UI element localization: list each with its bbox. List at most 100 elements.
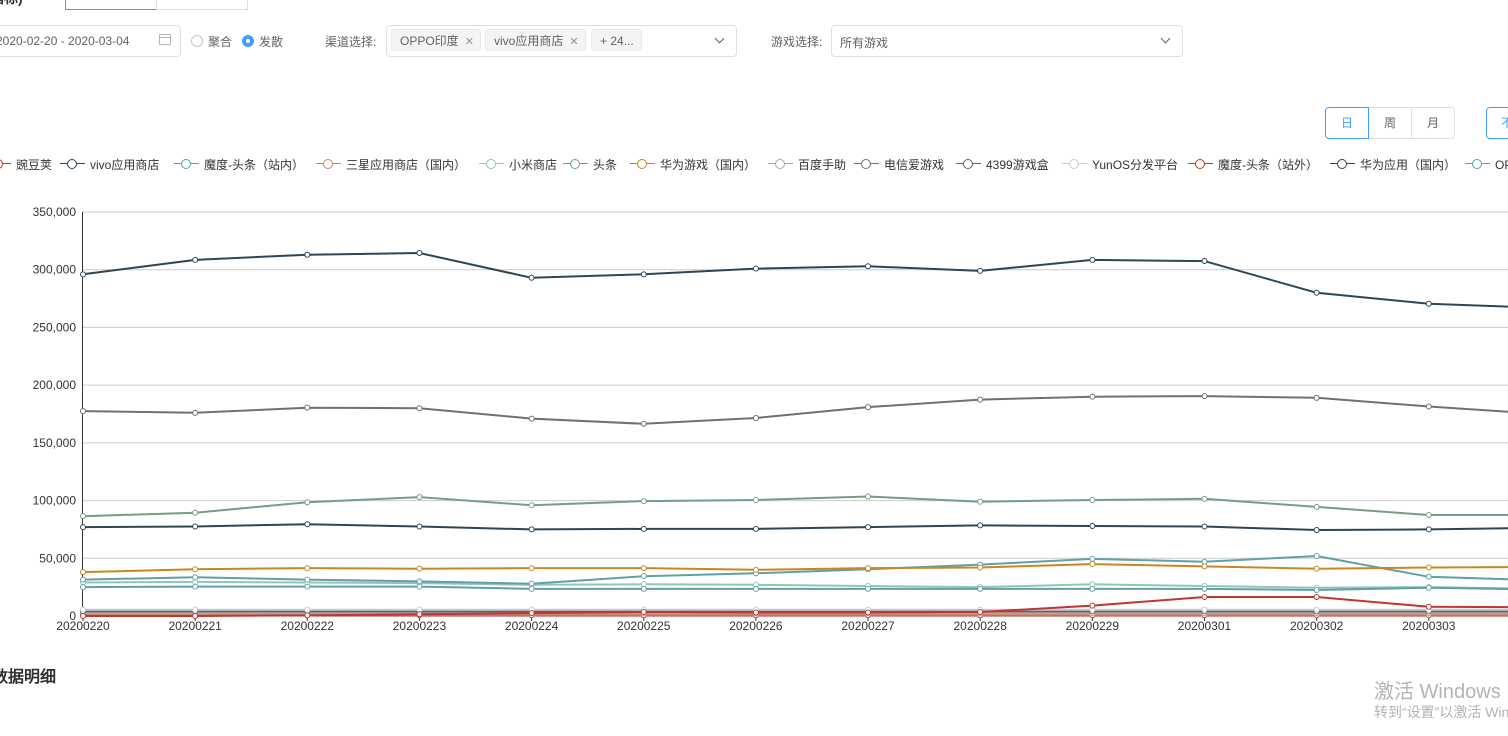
game-select[interactable]: [831, 25, 1183, 57]
granularity-week-button[interactable]: 周: [1368, 107, 1412, 139]
radio-aggregate[interactable]: [191, 35, 203, 47]
data-point: [640, 608, 647, 615]
legend-item[interactable]: 魔度-头条（站内）: [174, 156, 304, 172]
radio-diverge[interactable]: [242, 35, 254, 47]
page-label: 指标): [0, 0, 23, 8]
data-point: [304, 612, 311, 619]
legend-item[interactable]: 华为游戏（国内）: [630, 156, 756, 172]
legend-item[interactable]: 小米商店: [479, 156, 557, 172]
legend-label: 头条: [593, 157, 618, 172]
legend-item[interactable]: 4399游戏盒: [956, 156, 1049, 172]
close-icon[interactable]: ✕: [569, 36, 579, 48]
data-point: [977, 564, 984, 571]
channel-tag-vivo[interactable]: vivo应用商店 ✕: [485, 29, 586, 51]
data-point: [977, 267, 984, 274]
data-point: [192, 613, 199, 619]
series-line: [82, 563, 1508, 574]
legend-item[interactable]: 豌豆荚: [0, 156, 52, 172]
data-point: [416, 565, 423, 572]
data-point: [1313, 565, 1320, 572]
channel-tag-more[interactable]: + 24...: [591, 29, 642, 51]
series-line: [82, 523, 1508, 532]
data-point: [192, 509, 199, 516]
data-point: [1313, 593, 1320, 600]
legend-item[interactable]: 头条: [563, 156, 617, 172]
data-point: [640, 585, 647, 592]
legend-item[interactable]: YunOS分发平台: [1062, 156, 1178, 172]
data-point: [528, 415, 535, 422]
date-range-picker[interactable]: [0, 25, 181, 57]
data-point: [640, 565, 647, 572]
radio-aggregate-label: 聚合: [208, 35, 233, 49]
data-point: [865, 565, 872, 572]
legend-symbol: [630, 157, 655, 171]
channel-tag-label: OPPO印度: [400, 34, 459, 48]
data-point: [1089, 522, 1096, 529]
legend-item[interactable]: 魔度-头条（站外）: [1188, 156, 1318, 172]
legend-symbol: [0, 157, 11, 171]
data-point: [1201, 593, 1208, 600]
game-select-label: 游戏选择:: [771, 35, 823, 49]
data-point: [304, 251, 311, 258]
granularity-day-button[interactable]: 日: [1325, 107, 1369, 139]
data-point: [1313, 527, 1320, 534]
legend-label: 电信爱游戏: [884, 157, 945, 172]
data-point: [528, 274, 535, 281]
x-tick-label: 20200221: [168, 619, 222, 633]
data-point: [1425, 584, 1432, 591]
legend-item[interactable]: 三星应用商店（国内）: [316, 156, 466, 172]
tab-by-channel[interactable]: [65, 0, 157, 10]
legend-item[interactable]: vivo应用商店: [60, 156, 159, 172]
data-point: [80, 576, 86, 583]
data-point: [192, 409, 199, 416]
legend-symbol: [60, 157, 85, 171]
granularity-month-button[interactable]: 月: [1411, 107, 1455, 139]
data-point: [1425, 564, 1432, 571]
legend-symbol: [479, 157, 504, 171]
y-tick-label: 100,000: [33, 494, 77, 508]
legend-symbol: [956, 157, 981, 171]
legend-symbol: [854, 157, 879, 171]
series-line: [82, 395, 1508, 425]
legend-label: 小米商店: [509, 157, 558, 172]
data-point: [1089, 393, 1096, 400]
legend-label: vivo应用商店: [90, 157, 160, 172]
x-tick-label: 20200303: [1402, 619, 1456, 633]
x-tick-label: 20200223: [393, 619, 447, 633]
data-point: [1089, 561, 1096, 568]
x-tick-label: 20200226: [729, 619, 783, 633]
tab-by-game[interactable]: [156, 0, 248, 10]
legend-item[interactable]: OPPO印度: [1465, 156, 1508, 172]
line-chart: 350,000 300,000 250,000 200,000 150,000 100,0…: [33, 205, 1508, 633]
data-point: [1089, 256, 1096, 263]
data-point: [752, 265, 759, 272]
data-point: [752, 525, 759, 532]
data-point: [528, 502, 535, 509]
data-point: [304, 404, 311, 411]
data-point: [416, 494, 423, 501]
legend-item[interactable]: 华为应用（国内）: [1330, 156, 1456, 172]
close-icon[interactable]: ✕: [464, 36, 474, 48]
legend-symbol: [174, 157, 199, 171]
data-point: [752, 609, 759, 616]
legend-item[interactable]: 百度手助: [768, 156, 846, 172]
data-point: [304, 499, 311, 506]
channel-tag-oppo-india[interactable]: OPPO印度 ✕: [391, 29, 481, 51]
series-line: [82, 580, 1508, 590]
legend-item[interactable]: 电信爱游戏: [854, 156, 944, 172]
legend-label: 魔度-头条（站外）: [1218, 157, 1318, 172]
date-range-text: 2020-02-20 - 2020-03-04: [0, 34, 130, 48]
series-line: [82, 554, 1508, 585]
data-point: [80, 613, 86, 619]
data-point: [752, 415, 759, 422]
y-tick-label: 300,000: [33, 263, 77, 277]
data-point: [192, 523, 199, 530]
data-point: [416, 249, 423, 256]
legend-label: 百度手助: [798, 157, 847, 172]
data-point: [1425, 526, 1432, 533]
legend-label: 豌豆荚: [16, 157, 53, 172]
next-button[interactable]: 不: [1486, 107, 1508, 139]
data-point: [80, 584, 86, 591]
legend-label: 4399游戏盒: [986, 157, 1049, 172]
y-tick-label: 150,000: [33, 436, 77, 450]
